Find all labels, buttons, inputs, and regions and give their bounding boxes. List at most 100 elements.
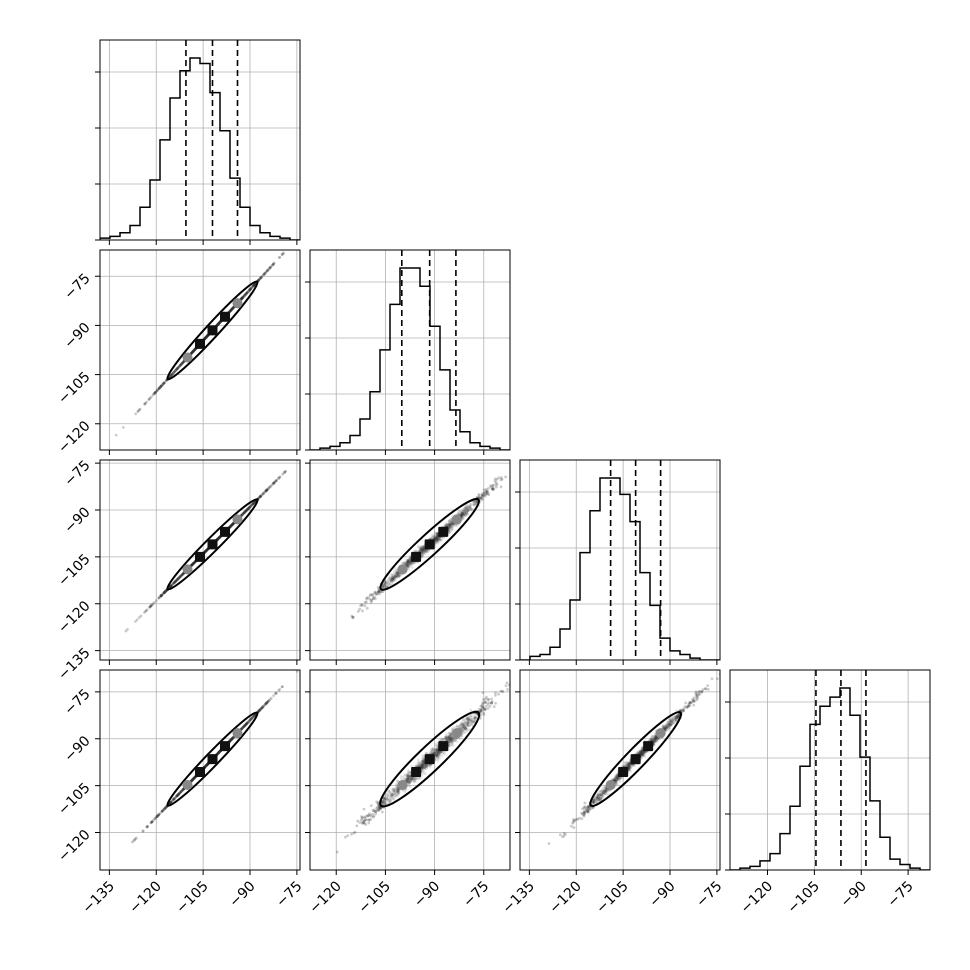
sample-point xyxy=(174,579,177,583)
sample-point xyxy=(264,489,268,493)
sample-point xyxy=(240,297,243,301)
sample-point xyxy=(461,514,465,518)
sample-point xyxy=(178,575,182,579)
sample-point xyxy=(245,508,249,512)
sample-point xyxy=(249,504,253,508)
sample-point xyxy=(241,296,244,299)
sample-point xyxy=(231,306,235,310)
sample-point xyxy=(242,511,245,515)
sample-point xyxy=(174,369,177,372)
sample-point xyxy=(217,536,221,540)
sample-point xyxy=(174,369,177,372)
sample-point xyxy=(242,724,246,728)
sample-point xyxy=(176,577,180,580)
sample-point xyxy=(177,792,181,796)
sample-point xyxy=(248,288,252,292)
sample-point xyxy=(205,334,209,338)
sample-point xyxy=(176,366,180,370)
sample-point xyxy=(248,506,251,509)
sample-point xyxy=(191,777,195,781)
sample-point xyxy=(359,604,363,608)
sample-point xyxy=(468,503,472,507)
sample-point xyxy=(282,471,286,475)
sample-point xyxy=(493,477,497,481)
sample-point xyxy=(217,321,221,325)
sample-point xyxy=(265,701,269,705)
sample-point xyxy=(283,470,286,474)
sample-point xyxy=(408,557,412,561)
sample-point xyxy=(278,475,282,479)
sample-point xyxy=(245,508,249,512)
sample-point xyxy=(394,575,398,579)
sample-point xyxy=(361,609,364,613)
sample-point xyxy=(265,488,269,492)
sample-point xyxy=(244,292,248,296)
sample-point xyxy=(191,562,195,566)
sample-point xyxy=(190,351,194,355)
sample-point xyxy=(449,523,452,527)
sample-point xyxy=(465,512,469,516)
sample-point xyxy=(460,514,464,518)
sample-point xyxy=(484,490,488,494)
sample-point xyxy=(168,801,172,805)
sample-point xyxy=(204,549,208,553)
sample-point xyxy=(267,486,270,490)
sample-point xyxy=(205,548,208,552)
sample-point xyxy=(230,737,234,741)
sample-point xyxy=(155,389,159,393)
sample-point xyxy=(381,585,385,589)
sample-point xyxy=(249,287,253,291)
sample-point xyxy=(395,575,399,579)
sample-point xyxy=(460,513,464,516)
sample-point xyxy=(462,512,466,516)
sample-point xyxy=(217,536,221,540)
sample-point xyxy=(126,628,129,631)
sample-point xyxy=(240,727,244,731)
sample-point xyxy=(358,607,362,611)
density-block xyxy=(219,526,230,537)
sample-point xyxy=(229,309,232,313)
sample-point xyxy=(248,505,252,509)
sample-point xyxy=(430,536,434,539)
sample-point xyxy=(465,506,469,510)
sample-point xyxy=(449,523,453,527)
sample-point xyxy=(450,526,454,529)
sample-point xyxy=(272,481,276,485)
sample-point xyxy=(217,322,221,326)
sample-point xyxy=(168,585,172,589)
sample-point xyxy=(464,514,468,517)
sample-point xyxy=(217,536,220,540)
sample-point xyxy=(175,367,179,371)
sample-point xyxy=(386,582,390,586)
sample-point xyxy=(231,736,235,740)
sample-point xyxy=(155,815,159,818)
sample-point xyxy=(262,491,266,495)
sample-point xyxy=(240,297,243,301)
sample-point xyxy=(216,537,220,541)
sample-point xyxy=(172,797,176,801)
sample-point xyxy=(480,496,484,500)
sample-point xyxy=(246,290,250,294)
sample-point xyxy=(173,370,176,374)
sample-point xyxy=(177,576,180,580)
sample-point xyxy=(243,723,247,727)
sample-point xyxy=(179,574,182,578)
sample-point xyxy=(448,526,451,530)
sample-point xyxy=(163,590,167,594)
sample-point xyxy=(193,348,196,352)
sample-point xyxy=(229,309,233,312)
sample-point xyxy=(175,578,179,582)
sample-point xyxy=(180,362,184,365)
sample-point xyxy=(249,287,252,291)
sample-point xyxy=(192,348,196,352)
y-tick-label: −105 xyxy=(55,551,94,590)
sample-point xyxy=(437,538,441,541)
sample-point xyxy=(175,367,179,371)
sample-point xyxy=(243,724,246,728)
sample-point xyxy=(229,309,233,312)
sample-point xyxy=(178,364,182,368)
sample-point xyxy=(176,577,180,581)
sample-point xyxy=(230,308,234,311)
sample-point xyxy=(422,547,426,551)
sample-point xyxy=(230,523,234,527)
